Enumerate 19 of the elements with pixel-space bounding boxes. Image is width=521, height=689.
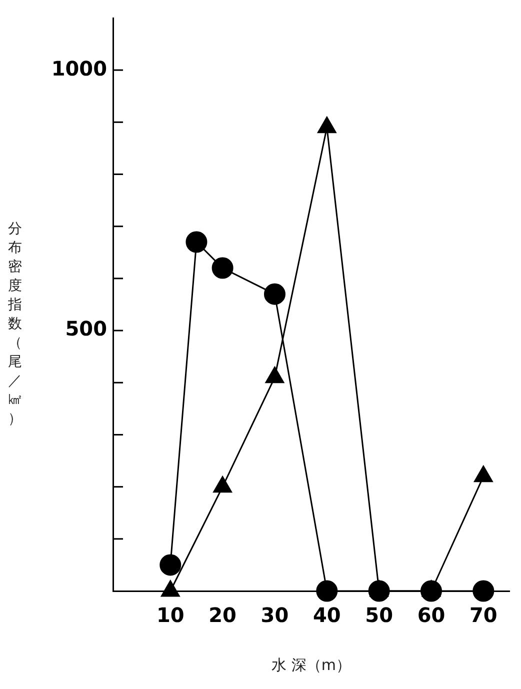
x-tick-label: 40	[312, 603, 341, 628]
x-tick-label: 70	[469, 603, 498, 628]
text: 分布密度指数（尾／㎢）	[8, 221, 22, 427]
point	[420, 580, 442, 602]
x-tick-label: 30	[260, 603, 289, 628]
point	[368, 580, 390, 602]
y-tick-label: 500	[65, 316, 107, 341]
point	[472, 580, 494, 602]
x-tick-label: 50	[365, 603, 393, 628]
point	[160, 554, 182, 576]
x-tick-label: 20	[208, 603, 236, 628]
x-tick-label: 60	[417, 603, 446, 628]
x-axis-title: 水 深（m）	[272, 656, 351, 674]
point	[212, 257, 234, 279]
x-tick-label: 10	[156, 603, 184, 628]
point	[316, 580, 338, 602]
y-tick-label: 1000	[51, 56, 107, 80]
point	[186, 231, 208, 253]
point	[264, 283, 286, 305]
